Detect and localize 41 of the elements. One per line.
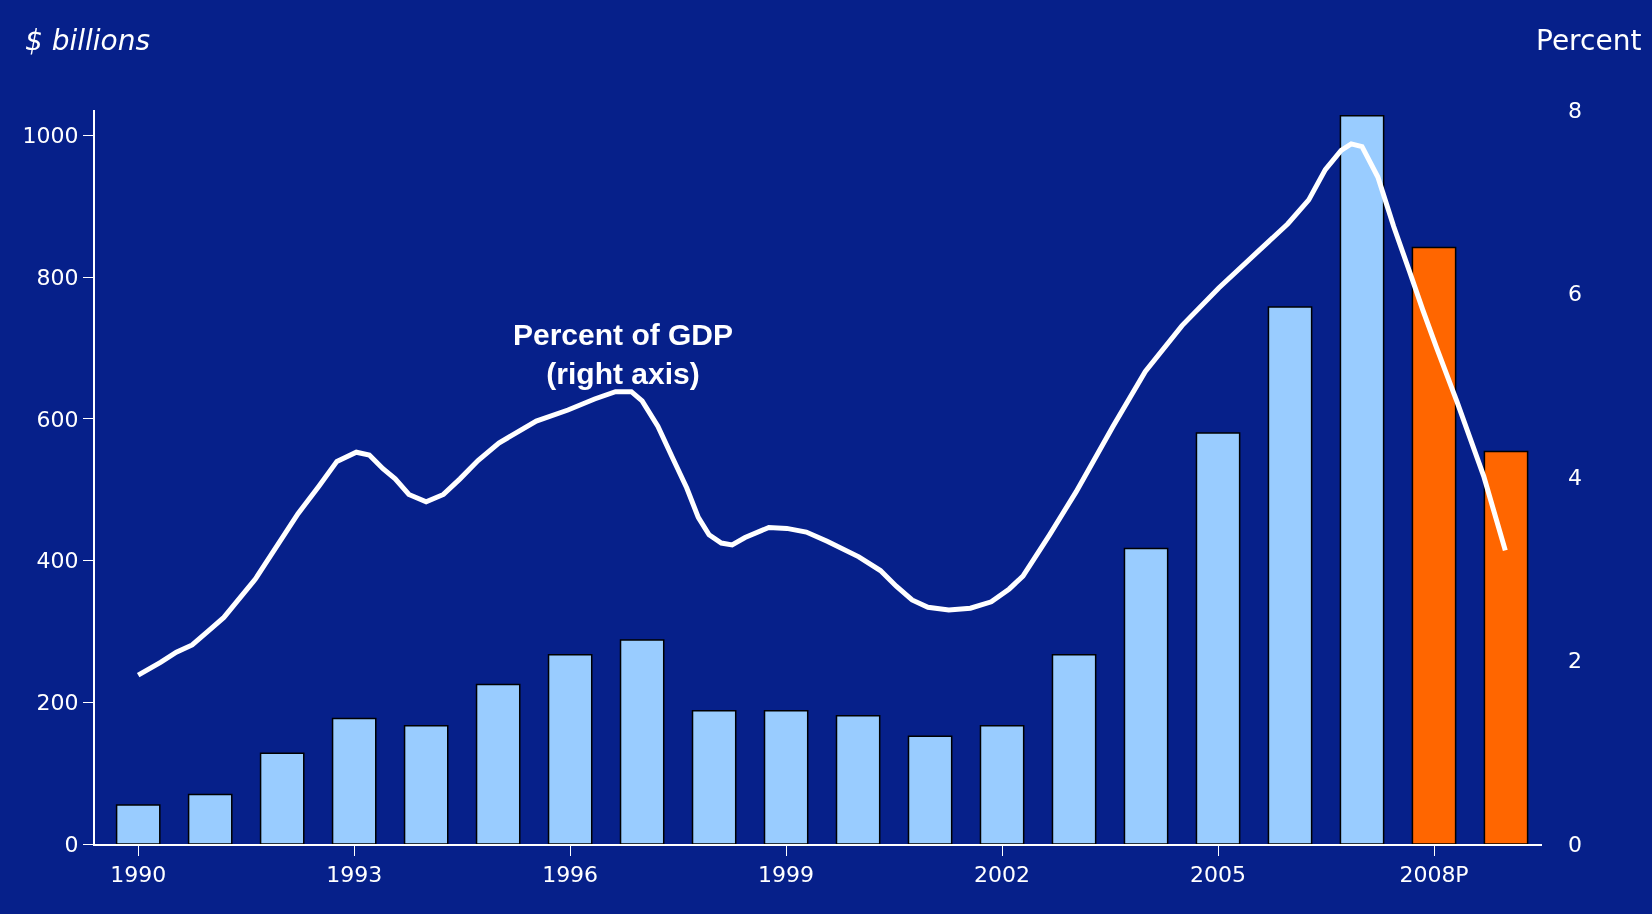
bar	[475, 683, 521, 844]
annotation: Percent of GDP (right axis)	[513, 318, 734, 390]
x-tick-label: 2008P	[1399, 862, 1469, 888]
y-tick-label: 200	[36, 690, 79, 715]
y2-tick-label: 8	[1568, 97, 1582, 123]
bar	[547, 654, 593, 844]
y-tick-label: 800	[36, 264, 79, 290]
y2-axis-title: Percent	[1536, 24, 1642, 57]
bar	[1051, 654, 1097, 844]
y2-tick-label: 0	[1568, 831, 1582, 857]
bar	[1483, 450, 1529, 844]
bar	[1123, 547, 1169, 844]
y-tick-label: 400	[36, 548, 79, 574]
x-tick-label: 1999	[758, 862, 815, 888]
bar	[1267, 306, 1313, 844]
bar	[259, 752, 305, 844]
y-tick-label: 1000	[22, 123, 79, 149]
x-tick-label: 1996	[542, 862, 599, 888]
bar	[835, 715, 881, 844]
y2-tick-label: 2	[1568, 648, 1582, 674]
y2-tick-label: 6	[1568, 281, 1582, 307]
bar	[763, 710, 809, 844]
y-axis-title: $ billions	[25, 24, 151, 57]
bar	[1339, 114, 1385, 844]
bar	[403, 724, 449, 844]
y-tick-label: 600	[36, 406, 79, 432]
y-tick-label: 0	[64, 831, 79, 857]
bar	[691, 710, 737, 844]
x-tick-label: 1990	[110, 862, 167, 888]
x-tick-label: 1993	[326, 862, 383, 888]
bar	[619, 639, 665, 844]
bar	[331, 717, 377, 844]
bar	[187, 793, 233, 844]
y2-tick-label: 4	[1568, 464, 1582, 490]
bar	[907, 735, 953, 844]
bar	[979, 724, 1025, 844]
bar	[1195, 432, 1241, 844]
x-tick-label: 2005	[1190, 862, 1247, 888]
bar	[115, 804, 161, 844]
bar	[1411, 246, 1457, 844]
x-tick-label: 2002	[974, 862, 1031, 888]
